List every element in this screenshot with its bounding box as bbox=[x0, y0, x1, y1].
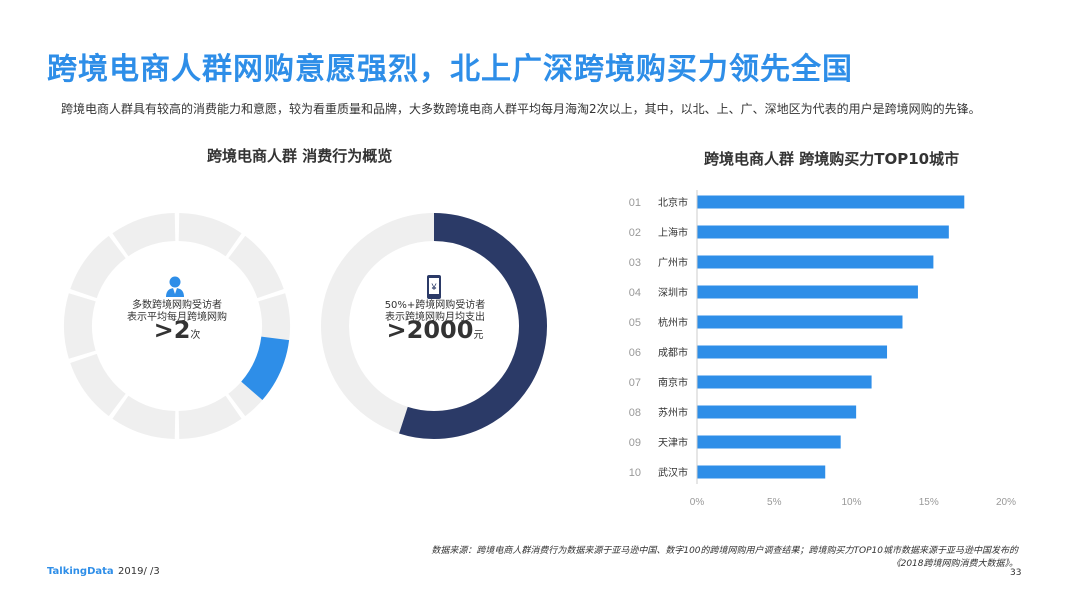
donut1-value: >2次 bbox=[97, 318, 257, 342]
donut1-prefix: > bbox=[153, 316, 174, 344]
x-tick-label: 0% bbox=[690, 497, 705, 508]
donut1-line1: 多数跨境网购受访者 bbox=[132, 300, 222, 311]
bar-rank-label: 03 bbox=[629, 257, 641, 269]
bar-rank-label: 10 bbox=[629, 467, 641, 479]
donut1-line2: 表示平均每月跨境网购 bbox=[127, 312, 227, 323]
bar-category-label: 武汉市 bbox=[658, 466, 688, 479]
bar-rank-label: 09 bbox=[629, 437, 641, 449]
donut1-unit: 次 bbox=[190, 330, 201, 341]
bar-category-label: 深圳市 bbox=[658, 286, 688, 299]
bar-rank-label: 08 bbox=[629, 407, 641, 419]
svg-text:¥: ¥ bbox=[430, 282, 437, 292]
bar-category-label: 广州市 bbox=[658, 256, 688, 269]
donut1-segment bbox=[178, 213, 242, 257]
donut2-label: 50%+跨境网购受访者 表示跨境网购月均支出 >2000元 bbox=[355, 300, 515, 342]
bar-rank-label: 06 bbox=[629, 347, 641, 359]
bar bbox=[697, 225, 949, 239]
right-chart-title: 跨境电商人群 跨境购买力TOP10城市 bbox=[704, 150, 960, 168]
donut2-line1: 50%+跨境网购受访者 bbox=[384, 300, 486, 311]
talkingdata-logo: TalkingData bbox=[47, 566, 114, 577]
bar bbox=[697, 315, 903, 329]
donut1-label: 多数跨境网购受访者 表示平均每月跨境网购 >2次 bbox=[97, 300, 257, 342]
source-line1: 数据来源：跨境电商人群消费行为数据来源于亚马逊中国、数字100的跨境网购用户调查… bbox=[431, 546, 1018, 556]
x-tick-label: 10% bbox=[841, 497, 861, 508]
donut1-segment bbox=[70, 235, 127, 299]
person-icon bbox=[166, 276, 184, 297]
donut2-value: >2000元 bbox=[355, 318, 515, 342]
donut1-segment bbox=[112, 213, 176, 257]
bar-rank-label: 07 bbox=[629, 377, 641, 389]
bar bbox=[697, 285, 918, 299]
bar bbox=[697, 195, 965, 209]
donut1-number: 2 bbox=[173, 316, 191, 344]
bar-category-label: 苏州市 bbox=[658, 406, 688, 419]
bar-category-label: 南京市 bbox=[658, 376, 688, 389]
bar bbox=[697, 405, 857, 419]
phone-yuan-icon: ¥ bbox=[427, 275, 441, 299]
bar-rank-label: 05 bbox=[629, 317, 641, 329]
page-subtitle: 跨境电商人群具有较高的消费能力和意愿，较为看重质量和品牌，大多数跨境电商人群平均… bbox=[61, 102, 981, 116]
donut2-fill bbox=[399, 213, 547, 439]
x-tick-label: 15% bbox=[919, 497, 939, 508]
page-title: 跨境电商人群网购意愿强烈，北上广深跨境购买力领先全国 bbox=[47, 52, 853, 87]
bar-category-label: 天津市 bbox=[658, 436, 688, 449]
bar bbox=[697, 255, 934, 269]
source-note: 数据来源：跨境电商人群消费行为数据来源于亚马逊中国、数字100的跨境网购用户调查… bbox=[431, 545, 1018, 571]
donut1-segment bbox=[64, 293, 96, 359]
donut1-highlight-segment bbox=[240, 336, 290, 400]
donut1-segment bbox=[227, 235, 284, 299]
source-line2: 《2018跨境网购消费大数据》。 bbox=[891, 559, 1018, 569]
bar bbox=[697, 435, 841, 449]
x-tick-label: 20% bbox=[996, 497, 1016, 508]
bar-category-label: 北京市 bbox=[658, 196, 688, 209]
donut1-segment bbox=[70, 353, 127, 417]
bar-rank-label: 02 bbox=[629, 227, 641, 239]
page-number: 33 bbox=[1010, 568, 1022, 578]
donut1-segment bbox=[178, 395, 242, 439]
bar-rank-label: 01 bbox=[629, 197, 641, 209]
donut2-prefix: > bbox=[386, 316, 407, 344]
donut2-unit: 元 bbox=[473, 330, 484, 341]
bar-category-label: 杭州市 bbox=[658, 316, 688, 329]
donut2-line2: 表示跨境网购月均支出 bbox=[385, 312, 485, 323]
bar-rank-label: 04 bbox=[629, 287, 641, 299]
bar-category-label: 成都市 bbox=[658, 346, 688, 359]
footer-date: 2019/ /3 bbox=[118, 566, 160, 577]
bar bbox=[697, 345, 888, 359]
donut1-segment bbox=[112, 395, 176, 439]
bar bbox=[697, 375, 872, 389]
donut2-number: 2000 bbox=[406, 316, 474, 344]
x-tick-label: 5% bbox=[767, 497, 782, 508]
bar bbox=[697, 465, 826, 479]
bar-category-label: 上海市 bbox=[658, 226, 688, 239]
left-chart-title: 跨境电商人群 消费行为概览 bbox=[207, 147, 393, 165]
